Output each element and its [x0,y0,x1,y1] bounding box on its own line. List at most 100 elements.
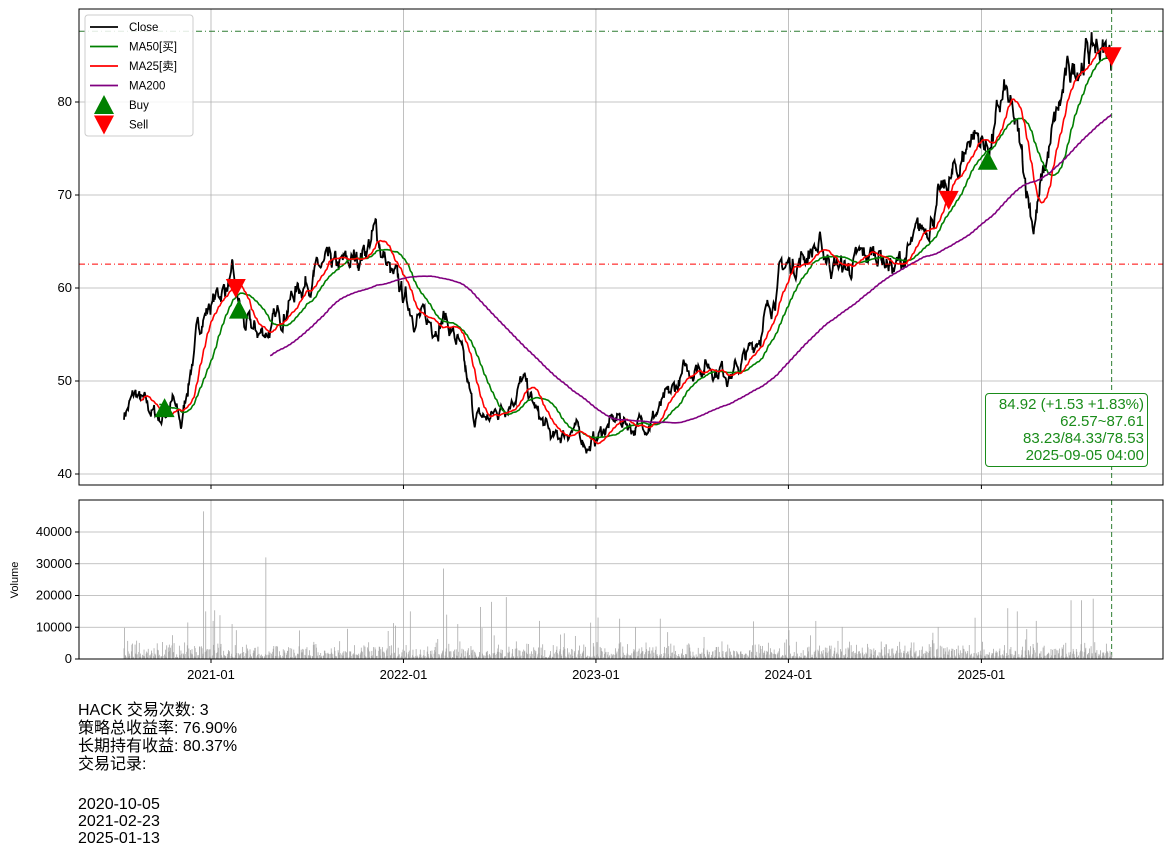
volume-bar [955,656,956,659]
volume-bar [991,655,992,659]
volume-bar [386,650,387,659]
volume-bar [844,657,846,659]
volume-bar [1088,657,1090,659]
volume-bar [367,649,369,659]
volume-bar [902,653,904,659]
volume-bar [131,644,133,659]
volume-bar [154,653,156,659]
volume-bar [221,656,223,659]
volume-bar [1066,657,1068,659]
volume-bar [675,650,676,659]
volume-bar [936,649,937,659]
volume-bar [260,657,262,659]
volume-bar [354,645,355,659]
volume-bar [264,654,266,659]
volume-bar [959,650,961,659]
volume-bar [165,649,167,659]
volume-bar [190,653,192,659]
volume-bar [718,651,720,659]
volume-bar [424,655,426,659]
volume-bar [858,653,860,659]
volume-bar [770,652,772,659]
volume-bar [373,647,374,659]
volume-bar [337,650,339,659]
volume-bar [968,645,970,659]
volume-bar [610,653,612,659]
volume-bar [1110,652,1112,659]
volume-bar [548,657,549,659]
volume-bar [908,654,910,659]
volume-bar [449,656,451,659]
volume-bar [282,649,284,659]
y-tick-label: 80 [58,94,72,109]
volume-bar [494,654,496,659]
volume-bar [1036,656,1038,659]
volume-bar [699,653,701,659]
volume-bar [294,657,296,659]
volume-bar [815,656,817,659]
volume-bar [1070,600,1072,659]
volume-bar [632,651,634,659]
volume-bar [341,656,343,659]
volume-bar [678,656,680,659]
volume-bar [978,654,980,659]
volume-bar [472,655,473,659]
volume-bar [655,649,656,659]
trade-count: HACK 交易次数: 3 [78,702,209,719]
volume-bar [830,649,831,659]
volume-bar [540,647,542,659]
volume-bar [491,601,492,659]
volume-bar [445,651,447,659]
volume-bar [187,656,189,659]
volume-bar [390,655,392,659]
volume-bar [966,653,968,659]
volume-bar [675,654,677,659]
volume-bar [173,652,174,659]
volume-bar [286,653,288,659]
volume-bar [424,657,425,659]
volume-bar [1098,655,1099,659]
volume-bar [305,648,307,659]
volume-bar [773,649,775,659]
volume-bar [315,644,317,659]
volume-bar [416,655,418,659]
legend-label-ma25: MA25[卖] [129,60,177,73]
volume-bar [240,653,241,659]
volume-bar [829,657,831,659]
volume-bar [989,657,991,659]
volume-bar [153,648,155,659]
volume-bar [705,656,707,659]
volume-bar [511,656,512,659]
volume-bar [375,649,376,659]
volume-bar [708,651,710,659]
volume-bar [597,617,599,659]
volume-bar [545,657,547,659]
volume-bar [514,648,516,659]
volume-bar [215,653,217,659]
volume-bar [471,652,472,659]
volume-bar [1106,651,1108,659]
volume-bar [631,653,633,659]
volume-bar [996,652,998,659]
volume-bar [917,656,919,659]
volume-bar [146,651,148,659]
volume-bar [1050,649,1052,659]
volume-bar [1053,648,1055,659]
volume-bar [136,654,138,659]
volume-bar [1102,652,1104,659]
volume-bar [298,646,300,659]
volume-bar [1035,652,1037,659]
volume-bar [693,656,694,659]
volume-bar [913,642,915,659]
volume-bar [275,646,277,659]
volume-bar [541,655,543,659]
volume-bar [825,652,827,659]
volume-bar [176,654,178,659]
volume-bar [835,654,837,659]
volume-bar [769,654,771,659]
volume-bar [430,654,432,659]
volume-bar [731,654,732,659]
volume-bar [1081,651,1083,659]
volume-bar [1080,650,1081,659]
volume-bar [1074,656,1076,659]
